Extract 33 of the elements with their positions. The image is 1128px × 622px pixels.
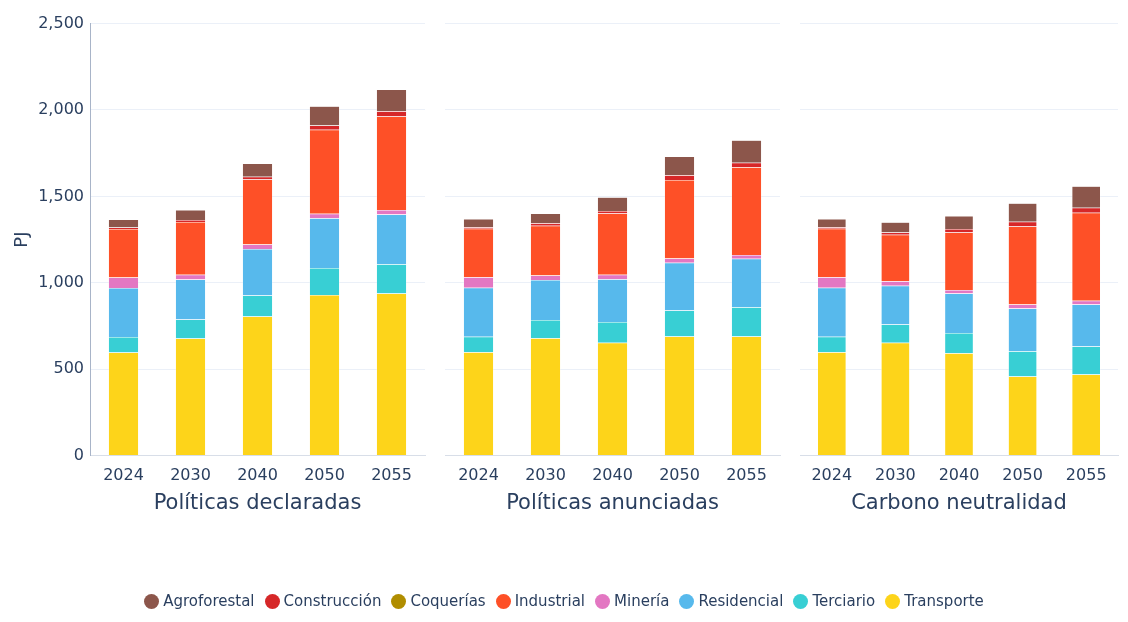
x-tick-label: 2040 xyxy=(592,465,633,485)
legend-label: Industrial xyxy=(514,592,586,610)
x-tick-label: 2050 xyxy=(659,465,700,485)
legend-label: Terciario xyxy=(812,592,876,610)
x-tick-label: 2030 xyxy=(170,465,211,485)
y-tick-label: 1,000 xyxy=(38,271,84,291)
y-tick-label: 500 xyxy=(53,358,84,378)
x-tick-label: 2040 xyxy=(237,465,278,485)
x-tick-label: 2055 xyxy=(1065,465,1107,485)
legend-label: Coquerías xyxy=(410,592,486,610)
y-tick-label: 2,500 xyxy=(38,12,84,32)
x-axis-title: Carbono neutralidad xyxy=(851,489,1067,514)
legend-label: Transporte xyxy=(904,592,984,610)
x-tick-label: 2024 xyxy=(103,465,144,485)
legend-label: Construcción xyxy=(283,592,382,610)
legend-label: Agroforestal xyxy=(163,592,255,610)
x-tick-label: 2024 xyxy=(811,465,853,485)
y-tick-label: 0 xyxy=(73,444,84,464)
x-tick-label: 2040 xyxy=(938,465,980,485)
x-tick-label: 2050 xyxy=(304,465,345,485)
x-tick-label: 2030 xyxy=(875,465,916,485)
x-tick-label: 2024 xyxy=(458,465,499,485)
x-tick-label: 2055 xyxy=(726,465,767,485)
y-tick-label: 1,500 xyxy=(38,185,84,205)
x-tick-label: 2050 xyxy=(1002,465,1043,485)
x-axis-title: Políticas anunciadas xyxy=(506,489,719,514)
x-axis-title: Políticas declaradas xyxy=(153,489,362,514)
x-tick-label: 2030 xyxy=(525,465,566,485)
y-tick-label: 2,000 xyxy=(38,99,84,119)
legend-label: Minería xyxy=(614,592,670,610)
x-tick-label: 2055 xyxy=(371,465,412,485)
legend-label: Residencial xyxy=(698,592,784,610)
y-axis-title: PJ xyxy=(10,231,32,248)
